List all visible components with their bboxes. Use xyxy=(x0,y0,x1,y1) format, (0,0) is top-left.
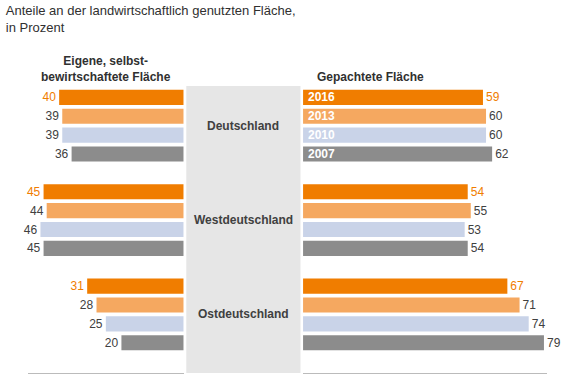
svg-text:62: 62 xyxy=(495,147,509,161)
svg-text:74: 74 xyxy=(532,317,546,331)
svg-text:Westdeutschland: Westdeutschland xyxy=(194,213,293,227)
svg-text:45: 45 xyxy=(27,185,41,199)
svg-text:40: 40 xyxy=(42,90,56,104)
svg-text:25: 25 xyxy=(89,317,103,331)
svg-text:60: 60 xyxy=(489,128,503,142)
svg-text:2016: 2016 xyxy=(308,90,335,104)
svg-text:39: 39 xyxy=(46,128,60,142)
svg-text:53: 53 xyxy=(468,223,482,237)
svg-text:39: 39 xyxy=(46,109,60,123)
svg-text:2010: 2010 xyxy=(308,128,335,142)
svg-text:Eigene, selbst-bewirtschaftete: Eigene, selbst-bewirtschaftete Fläche xyxy=(41,54,171,84)
svg-text:20: 20 xyxy=(105,336,119,350)
svg-text:60: 60 xyxy=(489,109,503,123)
svg-text:46: 46 xyxy=(24,223,38,237)
svg-text:44: 44 xyxy=(30,204,44,218)
svg-text:28: 28 xyxy=(80,298,94,312)
svg-text:2007: 2007 xyxy=(308,147,335,161)
svg-text:31: 31 xyxy=(70,279,84,293)
svg-text:59: 59 xyxy=(486,90,500,104)
svg-text:2013: 2013 xyxy=(308,109,335,123)
svg-text:36: 36 xyxy=(55,147,69,161)
svg-text:54: 54 xyxy=(471,185,485,199)
svg-text:45: 45 xyxy=(27,241,41,255)
svg-text:67: 67 xyxy=(510,279,524,293)
svg-text:Anteile an der landwirtschaftl: Anteile an der landwirtschaftlich genutz… xyxy=(6,3,296,35)
svg-text:Deutschland: Deutschland xyxy=(207,119,279,133)
svg-text:79: 79 xyxy=(547,336,561,350)
svg-text:Gepachtete Fläche: Gepachtete Fläche xyxy=(317,70,424,84)
svg-text:71: 71 xyxy=(523,298,537,312)
svg-text:Ostdeutschland: Ostdeutschland xyxy=(198,307,289,321)
svg-text:55: 55 xyxy=(474,204,488,218)
svg-text:54: 54 xyxy=(471,241,485,255)
